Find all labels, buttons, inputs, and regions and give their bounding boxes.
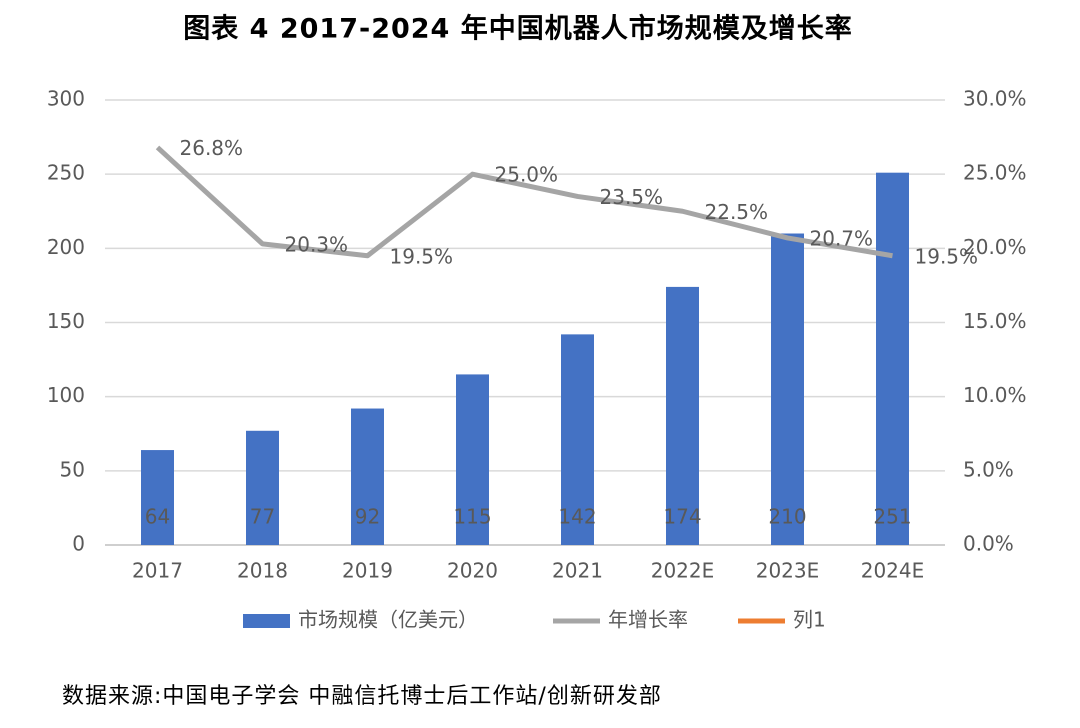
legend-label: 列1	[793, 608, 826, 632]
bar-value-label: 142	[558, 505, 596, 529]
x-tick-label: 2021	[552, 559, 603, 583]
bar	[141, 450, 174, 545]
y-tick-label: 150	[47, 309, 85, 333]
legend-label: 市场规模（亿美元）	[298, 608, 478, 632]
bar-value-label: 77	[250, 505, 275, 529]
bar-value-label: 92	[355, 505, 380, 529]
line-value-label: 19.5%	[390, 244, 454, 268]
bar	[666, 286, 699, 545]
chart-title: 图表 4 2017-2024 年中国机器人市场规模及增长率	[183, 13, 853, 45]
x-tick-label: 2024E	[861, 559, 925, 583]
y2-tick-label: 20.0%	[963, 235, 1027, 259]
bar	[561, 334, 594, 545]
x-tick-label: 2020	[447, 559, 498, 583]
line-value-label: 20.3%	[285, 232, 349, 256]
y2-tick-label: 30.0%	[963, 87, 1027, 111]
legend-label: 年增长率	[608, 608, 688, 632]
bar	[876, 172, 909, 545]
bar-value-label: 251	[873, 505, 911, 529]
y2-tick-label: 0.0%	[963, 532, 1014, 556]
bar	[771, 233, 804, 545]
line-value-label: 25.0%	[495, 163, 559, 187]
line-value-label: 20.7%	[810, 226, 874, 250]
x-tick-label: 2017	[132, 559, 183, 583]
y-tick-label: 0	[72, 532, 85, 556]
x-tick-label: 2023E	[756, 559, 820, 583]
bar	[456, 374, 489, 545]
legend-swatch	[243, 614, 290, 628]
line-value-label: 19.5%	[915, 244, 979, 268]
bar-value-label: 210	[768, 505, 806, 529]
line-value-label: 26.8%	[180, 136, 244, 160]
y2-tick-label: 10.0%	[963, 383, 1027, 407]
bar-value-label: 64	[145, 505, 170, 529]
x-tick-label: 2019	[342, 559, 393, 583]
line-value-label: 22.5%	[705, 200, 769, 224]
x-tick-label: 2018	[237, 559, 288, 583]
bar-value-label: 115	[453, 505, 491, 529]
y-tick-label: 200	[47, 235, 85, 259]
line-value-label: 23.5%	[600, 185, 664, 209]
line-series	[155, 145, 893, 259]
y2-tick-label: 25.0%	[963, 161, 1027, 185]
bar-value-label: 174	[663, 505, 701, 529]
bar	[351, 408, 384, 545]
source-note: 数据来源:中国电子学会 中融信托博士后工作站/创新研发部	[62, 684, 662, 709]
bar	[246, 430, 279, 545]
y2-tick-label: 5.0%	[963, 457, 1014, 481]
y-tick-label: 100	[47, 383, 85, 407]
y2-tick-label: 15.0%	[963, 309, 1027, 333]
y-tick-label: 250	[47, 161, 85, 185]
y-tick-label: 50	[60, 457, 85, 481]
x-tick-label: 2022E	[651, 559, 715, 583]
y-tick-label: 300	[47, 87, 85, 111]
